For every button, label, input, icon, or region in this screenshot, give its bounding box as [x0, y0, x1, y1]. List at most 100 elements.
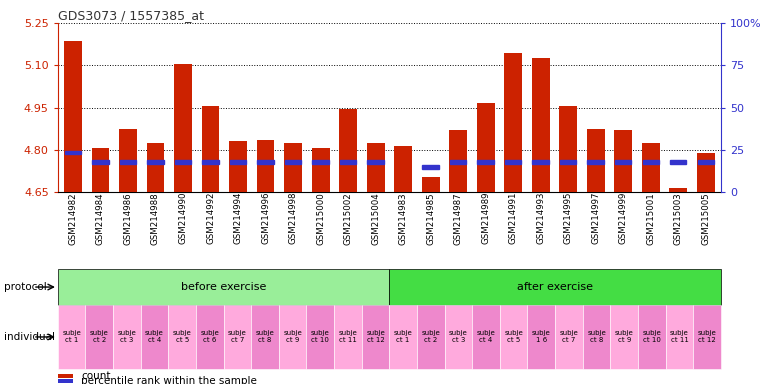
Bar [583, 305, 611, 369]
Bar [58, 269, 389, 305]
Bar [58, 374, 73, 378]
Bar [201, 106, 220, 192]
Bar [693, 305, 721, 369]
Bar [258, 160, 274, 164]
Text: GSM214991: GSM214991 [509, 192, 517, 245]
Bar [147, 160, 163, 164]
Bar [312, 160, 328, 164]
Text: GSM215001: GSM215001 [646, 192, 655, 245]
Bar [362, 305, 389, 369]
Text: subje
ct 11: subje ct 11 [338, 331, 357, 343]
Bar [146, 143, 164, 192]
Bar [367, 143, 385, 192]
Text: subje
ct 4: subje ct 4 [145, 331, 164, 343]
Bar [611, 305, 638, 369]
Bar [527, 305, 555, 369]
Text: GSM214982: GSM214982 [69, 192, 77, 245]
Bar [504, 53, 522, 192]
Text: subje
ct 8: subje ct 8 [588, 331, 606, 343]
Text: subje
ct 3: subje ct 3 [449, 331, 468, 343]
Text: subje
ct 1: subje ct 1 [62, 331, 81, 343]
Text: subje
ct 7: subje ct 7 [560, 331, 578, 343]
Bar [614, 130, 632, 192]
Text: GSM214998: GSM214998 [288, 192, 298, 245]
Bar [642, 160, 659, 164]
Text: GSM214984: GSM214984 [96, 192, 105, 245]
Bar [279, 305, 306, 369]
Text: subje
ct 8: subje ct 8 [256, 331, 274, 343]
Text: GSM215000: GSM215000 [316, 192, 325, 245]
Text: individual: individual [4, 332, 55, 342]
Text: subje
ct 7: subje ct 7 [228, 331, 247, 343]
Bar [477, 160, 494, 164]
Bar [532, 58, 550, 192]
Bar [86, 305, 113, 369]
Bar [472, 305, 500, 369]
Bar [224, 305, 251, 369]
Bar [257, 140, 274, 192]
Text: GSM214997: GSM214997 [591, 192, 600, 245]
Bar [174, 64, 192, 192]
Bar [669, 188, 687, 192]
Text: subje
ct 5: subje ct 5 [504, 331, 523, 343]
Text: subje
ct 10: subje ct 10 [642, 331, 662, 343]
Text: GSM214987: GSM214987 [453, 192, 463, 245]
Bar [500, 305, 527, 369]
Bar [58, 305, 86, 369]
Bar [423, 165, 439, 169]
Text: subje
ct 12: subje ct 12 [698, 331, 716, 343]
Bar [306, 305, 334, 369]
Text: subje
ct 11: subje ct 11 [670, 331, 689, 343]
Bar [284, 143, 302, 192]
Bar [367, 160, 384, 164]
Bar [113, 305, 140, 369]
Text: subje
ct 3: subje ct 3 [117, 331, 136, 343]
Text: after exercise: after exercise [517, 282, 593, 292]
Bar [417, 305, 445, 369]
Bar [230, 160, 246, 164]
Text: GSM215002: GSM215002 [344, 192, 352, 245]
Bar [311, 148, 329, 192]
Bar [559, 106, 577, 192]
Bar [92, 148, 109, 192]
Text: subje
ct 2: subje ct 2 [422, 331, 440, 343]
Bar [476, 103, 494, 192]
Text: GSM214986: GSM214986 [123, 192, 133, 245]
Text: subje
ct 4: subje ct 4 [476, 331, 496, 343]
Bar [65, 151, 81, 154]
Text: subje
ct 2: subje ct 2 [90, 331, 109, 343]
Text: before exercise: before exercise [181, 282, 266, 292]
Bar [64, 41, 82, 192]
Bar [422, 177, 439, 192]
Text: subje
ct 6: subje ct 6 [200, 331, 219, 343]
Text: subje
1 6: subje 1 6 [532, 331, 550, 343]
Text: GDS3073 / 1557385_at: GDS3073 / 1557385_at [58, 9, 204, 22]
Bar [120, 160, 136, 164]
Bar [202, 160, 219, 164]
Bar [389, 305, 417, 369]
Bar [334, 305, 362, 369]
Text: GSM214993: GSM214993 [536, 192, 545, 245]
Text: GSM215004: GSM215004 [371, 192, 380, 245]
Text: protocol: protocol [4, 282, 46, 292]
Bar [588, 160, 604, 164]
Bar [445, 305, 472, 369]
Text: GSM214995: GSM214995 [564, 192, 573, 245]
Text: GSM214994: GSM214994 [234, 192, 243, 245]
Text: subje
ct 9: subje ct 9 [283, 331, 302, 343]
Bar [665, 305, 693, 369]
Text: GSM215005: GSM215005 [702, 192, 710, 245]
Text: count: count [81, 371, 110, 381]
Bar [555, 305, 583, 369]
Bar [119, 129, 137, 192]
Text: subje
ct 10: subje ct 10 [311, 331, 330, 343]
Text: GSM214990: GSM214990 [179, 192, 187, 245]
Text: subje
ct 5: subje ct 5 [173, 331, 191, 343]
Bar [615, 160, 631, 164]
Bar [698, 160, 714, 164]
Bar [587, 129, 604, 192]
Text: GSM214999: GSM214999 [618, 192, 628, 244]
Bar [229, 141, 247, 192]
Bar [168, 305, 196, 369]
Bar [638, 305, 665, 369]
